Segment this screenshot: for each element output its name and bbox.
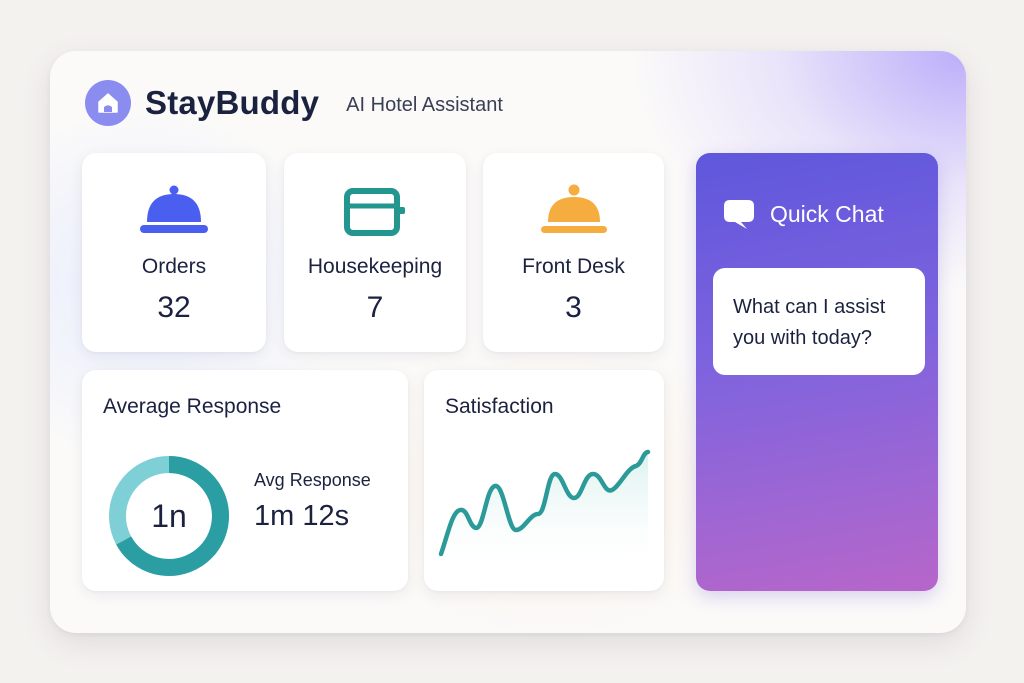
brand-name: StayBuddy bbox=[145, 84, 320, 121]
donut-center-text: 1n bbox=[151, 497, 187, 534]
quick-chat-panel[interactable]: Quick Chat What can I assist you with to… bbox=[696, 153, 938, 591]
satisfaction-sparkline bbox=[438, 449, 651, 558]
front-desk-count: 3 bbox=[565, 291, 582, 324]
assistant-message: What can I assist you with today? bbox=[713, 268, 925, 375]
housekeeping-label: Housekeeping bbox=[307, 255, 443, 278]
avg-response-value: 1m 12s bbox=[254, 500, 350, 532]
average-response-card[interactable]: Average Response 1n Avg Response 1m 12s bbox=[82, 370, 408, 591]
sparkline-line bbox=[438, 449, 651, 557]
orders-label: Orders bbox=[141, 255, 207, 278]
cloche-icon bbox=[82, 181, 266, 237]
brand-tagline: AI Hotel Assistant bbox=[346, 93, 503, 116]
service-bell-icon bbox=[483, 181, 664, 237]
house-icon bbox=[85, 80, 131, 126]
storage-box-icon bbox=[284, 181, 466, 237]
quick-chat-title: Quick Chat bbox=[770, 200, 884, 227]
response-donut-chart bbox=[109, 456, 229, 576]
donut-ring-progress bbox=[109, 456, 229, 576]
satisfaction-title: Satisfaction bbox=[445, 395, 554, 418]
chat-bubble-icon bbox=[722, 197, 756, 231]
orders-count: 32 bbox=[157, 291, 191, 324]
quick-chat-header: Quick Chat bbox=[722, 197, 884, 231]
brand-header: StayBuddy AI Hotel Assistant bbox=[85, 80, 503, 126]
housekeeping-card[interactable]: Housekeeping 7 bbox=[284, 153, 466, 352]
orders-card[interactable]: Orders 32 bbox=[82, 153, 266, 352]
average-response-title: Average Response bbox=[103, 395, 282, 418]
front-desk-card[interactable]: Front Desk 3 bbox=[483, 153, 664, 352]
housekeeping-count: 7 bbox=[366, 291, 384, 324]
front-desk-label: Front Desk bbox=[522, 255, 625, 278]
avg-response-label: Avg Response bbox=[254, 470, 371, 490]
satisfaction-card[interactable]: Satisfaction bbox=[424, 370, 664, 591]
